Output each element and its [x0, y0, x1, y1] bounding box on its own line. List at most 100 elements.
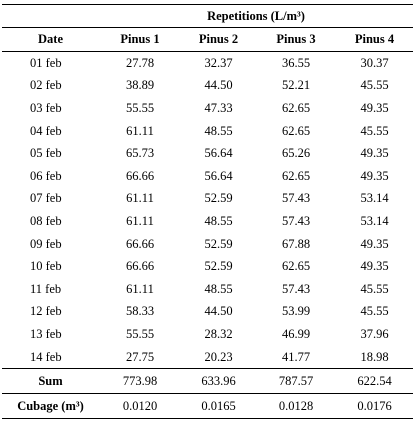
sum-cell: 787.57	[256, 368, 336, 395]
date-cell: 13 feb	[30, 326, 62, 341]
column-header-pinus-1: Pinus 1	[99, 27, 181, 52]
value-cell-pinus-2: 48.55	[204, 123, 233, 138]
table-row: 14 feb 27.75 20.23 41.77 18.98	[2, 345, 414, 370]
value-cell-pinus-3: 67.88	[281, 236, 311, 251]
value-cell-pinus-1: 58.33	[125, 304, 155, 319]
value-cell-pinus-2: 56.64	[204, 168, 233, 183]
table-row: 03 feb 55.55 47.33 62.65 49.35	[2, 97, 413, 120]
table-row: 06 feb 66.66 56.64 62.65 49.35	[2, 165, 413, 188]
value-cell-pinus-1: 27.78	[125, 55, 155, 70]
value-cell-pinus-2: 28.32	[204, 326, 233, 341]
sum-row: Sum 773.98 633.96 787.57 622.54	[2, 368, 414, 395]
value-cell-pinus-4: 53.14	[360, 191, 389, 206]
value-cell-pinus-2: 52.59	[204, 236, 233, 251]
value-cell-pinus-4: 49.35	[360, 100, 389, 115]
table-row: 05 feb 65.73 56.64 65.26 49.35	[2, 142, 413, 165]
value-cell-pinus-3: 53.99	[281, 304, 311, 319]
value-cell-pinus-2: 52.59	[204, 191, 233, 206]
value-cell-pinus-2: 47.33	[204, 100, 233, 115]
date-cell: 11 feb	[30, 281, 62, 296]
table-row: 07 feb 61.11 52.59 57.43 53.14	[2, 188, 413, 211]
header-row: Date Pinus 1 Pinus 2 Pinus 3 Pinus 4	[2, 27, 414, 52]
value-cell-pinus-4: 18.98	[336, 345, 414, 370]
value-cell-pinus-1: 55.55	[125, 100, 155, 115]
value-cell-pinus-3: 41.77	[256, 345, 336, 370]
sum-cell: 633.96	[181, 368, 256, 395]
value-cell-pinus-2: 32.37	[204, 55, 233, 70]
value-cell-pinus-3: 65.26	[281, 146, 311, 161]
table-row: 12 feb 58.33 44.50 53.99 45.55	[2, 301, 413, 324]
date-cell: 02 feb	[30, 78, 62, 93]
repetitions-table: Repetitions (L/m³) Date Pinus 1 Pinus 2 …	[2, 4, 414, 420]
cubage-row: Cubage (m³) 0.0120 0.0165 0.0128 0.0176	[2, 393, 414, 420]
value-cell-pinus-3: 57.43	[281, 213, 311, 228]
value-cell-pinus-2: 48.55	[204, 281, 233, 296]
value-cell-pinus-1: 66.66	[125, 168, 155, 183]
value-cell-pinus-1: 61.11	[126, 213, 154, 228]
value-cell-pinus-4: 37.96	[360, 326, 389, 341]
value-cell-pinus-1: 65.73	[125, 146, 155, 161]
date-cell: 03 feb	[30, 100, 62, 115]
value-cell-pinus-4: 45.55	[360, 123, 389, 138]
value-cell-pinus-1: 66.66	[125, 236, 155, 251]
column-header-pinus-2: Pinus 2	[181, 27, 256, 52]
table-row: 04 feb 61.11 48.55 62.65 45.55	[2, 120, 413, 143]
sum-label: Sum	[2, 368, 99, 395]
value-cell-pinus-3: 46.99	[281, 326, 311, 341]
value-cell-pinus-1: 66.66	[125, 259, 155, 274]
table-title-spacer	[2, 4, 99, 28]
value-cell-pinus-4: 49.35	[360, 168, 389, 183]
value-cell-pinus-1: 61.11	[126, 191, 154, 206]
value-cell-pinus-1: 55.55	[125, 326, 155, 341]
value-cell-pinus-2: 56.64	[204, 146, 233, 161]
value-cell-pinus-1: 61.11	[126, 123, 154, 138]
cubage-cell: 0.0128	[256, 393, 336, 420]
value-cell-pinus-2: 20.23	[181, 345, 256, 370]
date-cell: 05 feb	[30, 146, 62, 161]
value-cell-pinus-3: 57.43	[281, 281, 311, 296]
date-cell: 10 feb	[30, 259, 62, 274]
value-cell-pinus-3: 62.65	[281, 168, 311, 183]
value-cell-pinus-2: 44.50	[204, 78, 233, 93]
value-cell-pinus-1: 27.75	[99, 345, 181, 370]
value-cell-pinus-4: 45.55	[360, 78, 389, 93]
sum-cell: 773.98	[99, 368, 181, 395]
date-cell: 04 feb	[30, 123, 62, 138]
sum-cell: 622.54	[336, 368, 414, 395]
value-cell-pinus-3: 62.65	[281, 259, 311, 274]
table-row: 02 feb 38.89 44.50 52.21 45.55	[2, 75, 413, 98]
table-row: 11 feb 61.11 48.55 57.43 45.55	[2, 278, 413, 301]
value-cell-pinus-4: 49.35	[360, 236, 389, 251]
value-cell-pinus-4: 49.35	[360, 146, 389, 161]
value-cell-pinus-3: 62.65	[281, 123, 311, 138]
date-cell: 01 feb	[30, 55, 62, 70]
value-cell-pinus-4: 45.55	[360, 304, 389, 319]
value-cell-pinus-4: 45.55	[360, 281, 389, 296]
table-row: 01 feb 27.78 32.37 36.55 30.37	[2, 52, 413, 75]
value-cell-pinus-3: 57.43	[281, 191, 311, 206]
date-cell: 06 feb	[30, 168, 62, 183]
value-cell-pinus-1: 38.89	[125, 78, 155, 93]
cubage-cell: 0.0176	[336, 393, 414, 420]
title-row: Repetitions (L/m³)	[2, 4, 414, 28]
value-cell-pinus-3: 62.65	[281, 100, 311, 115]
value-cell-pinus-4: 49.35	[360, 259, 389, 274]
value-cell-pinus-3: 52.21	[281, 78, 311, 93]
date-cell: 09 feb	[30, 236, 62, 251]
value-cell-pinus-4: 30.37	[360, 55, 389, 70]
value-cell-pinus-1: 61.11	[126, 281, 154, 296]
table-row: 09 feb 66.66 52.59 67.88 49.35	[2, 233, 413, 256]
table-row: 10 feb 66.66 52.59 62.65 49.35	[2, 255, 413, 278]
table-title: Repetitions (L/m³)	[99, 4, 414, 28]
value-cell-pinus-3: 36.55	[281, 55, 311, 70]
column-header-date: Date	[2, 27, 99, 52]
date-cell: 12 feb	[30, 304, 62, 319]
column-header-pinus-3: Pinus 3	[256, 27, 336, 52]
value-cell-pinus-2: 52.59	[204, 259, 233, 274]
column-header-pinus-4: Pinus 4	[336, 27, 414, 52]
date-cell: 08 feb	[30, 213, 62, 228]
date-cell: 14 feb	[2, 345, 99, 370]
value-cell-pinus-2: 48.55	[204, 213, 233, 228]
value-cell-pinus-4: 53.14	[360, 213, 389, 228]
